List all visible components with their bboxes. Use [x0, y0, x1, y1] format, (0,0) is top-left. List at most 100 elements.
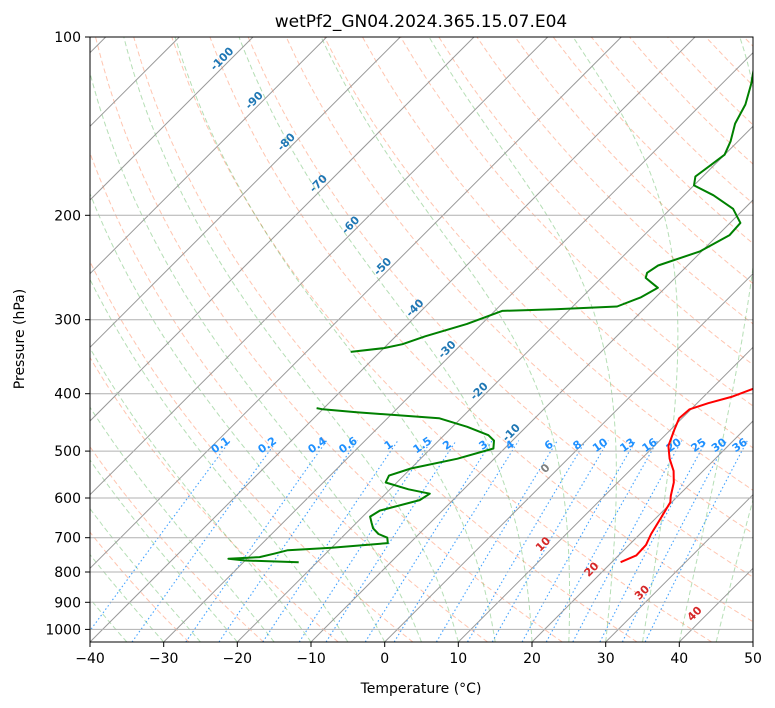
x-axis-label: Temperature (°C)	[360, 681, 482, 697]
isotherm-label: -20	[468, 379, 491, 402]
mixing-ratio-line	[131, 440, 278, 642]
mixing-ratio-line	[572, 440, 683, 642]
mixing-ratio-label: 36	[730, 435, 750, 455]
dry-adiabat	[743, 37, 753, 47]
dry-adiabat	[323, 37, 753, 491]
moist-adiabat	[123, 37, 459, 642]
y-axis-label: Pressure (hPa)	[12, 289, 28, 389]
y-tick-label: 800	[54, 565, 81, 581]
dry-adiabat	[95, 37, 563, 642]
mixing-ratio-label: 13	[617, 436, 637, 455]
profile-line	[227, 407, 495, 564]
x-tick-label: −30	[149, 651, 179, 667]
isotherm-line	[90, 37, 328, 275]
x-tick-label: −40	[75, 651, 105, 667]
x-tick-label: 0	[380, 651, 389, 667]
moist-adiabat-label: 20	[582, 559, 602, 579]
moist-adiabat	[715, 497, 753, 642]
mixing-ratio-line	[435, 440, 558, 642]
y-tick-label: 500	[54, 444, 81, 460]
dry-adiabat	[133, 37, 638, 642]
y-tick-label: 200	[54, 208, 81, 224]
plot-frame	[89, 36, 754, 643]
isotherm-line	[90, 37, 254, 201]
moist-adiabat	[174, 37, 496, 642]
x-tick-label: −20	[223, 651, 253, 667]
profile-line	[350, 67, 753, 353]
dry-adiabat	[90, 151, 488, 642]
mixing-ratio-label: 1.5	[411, 434, 434, 456]
mixing-ratio-line	[90, 440, 231, 632]
x-tick-label: 10	[449, 651, 467, 667]
mixing-ratio-label: 0.1	[209, 434, 232, 456]
mixing-ratio-line	[521, 440, 637, 642]
dry-adiabat	[247, 37, 753, 578]
dry-adiabat	[90, 445, 264, 642]
moist-adiabat	[238, 37, 533, 642]
dry-adiabat	[514, 37, 753, 285]
moist-adiabat-label: 0	[538, 461, 553, 476]
y-tick-label: 300	[54, 313, 81, 329]
x-tick-label: 30	[597, 651, 615, 667]
y-tick-label: 600	[54, 491, 81, 507]
isotherm-line	[90, 37, 622, 570]
isotherm-line	[384, 272, 753, 642]
mixing-ratio-line	[467, 440, 587, 642]
dry-adiabat	[90, 531, 190, 642]
mixing-ratio-label: 1	[382, 438, 396, 453]
series-lines	[227, 67, 753, 564]
x-tick-label: −10	[296, 651, 326, 667]
background-lines	[90, 37, 753, 642]
dry-adiabat	[590, 37, 753, 205]
dry-adiabat	[667, 37, 753, 126]
y-tick-label: 1000	[45, 622, 81, 638]
moist-adiabat	[752, 640, 753, 642]
isotherm-label: -80	[275, 130, 298, 153]
moist-adiabat	[90, 507, 201, 642]
moist-adiabat	[90, 406, 275, 642]
isotherm-line	[90, 37, 401, 349]
x-tick-label: 50	[744, 651, 762, 667]
mixing-ratio-label: 30	[709, 435, 729, 455]
profile-line	[620, 387, 753, 564]
mixing-ratio-label: 16	[640, 435, 660, 455]
moist-adiabat	[678, 37, 753, 642]
y-tick-label: 900	[54, 595, 81, 611]
moist-adiabat	[90, 278, 349, 642]
mixing-ratio-line	[393, 440, 520, 642]
dry-adiabat	[209, 37, 753, 623]
dry-adiabat	[285, 37, 753, 535]
mixing-ratio-line	[325, 440, 457, 642]
moist-adiabat	[90, 347, 312, 642]
mixing-ratio-label: 2	[440, 438, 454, 453]
mixing-ratio-label: 10	[590, 435, 610, 455]
moist-adiabat	[90, 459, 238, 642]
mixing-ratio-label: 0.6	[336, 434, 360, 456]
isotherm-label: -60	[339, 213, 362, 236]
isotherm-line	[90, 37, 475, 422]
y-tick-label: 400	[54, 387, 81, 403]
mixing-ratio-label: 8	[571, 438, 585, 453]
dry-adiabat	[705, 37, 753, 87]
isotherm-label: -70	[307, 172, 330, 195]
isotherm-line	[90, 37, 696, 642]
isotherm-line	[163, 51, 753, 642]
y-tick-label: 700	[54, 531, 81, 547]
mixing-ratio-line	[364, 440, 493, 642]
isotherm-line	[236, 125, 753, 642]
mixing-ratio-line	[262, 440, 399, 642]
isotherm-line	[457, 346, 753, 642]
moist-adiabat	[90, 70, 422, 642]
moist-adiabat	[428, 37, 617, 642]
isotherm-line	[90, 37, 549, 496]
mixing-ratio-label: 0.4	[306, 434, 330, 456]
dry-adiabat	[90, 260, 414, 642]
isotherm-label: -10	[500, 421, 523, 444]
mixing-ratio-label: 20	[664, 435, 684, 455]
mixing-ratio-line	[545, 440, 659, 642]
x-tick-label: 20	[523, 651, 541, 667]
dry-adiabat	[171, 37, 712, 642]
isotherm-line	[531, 420, 753, 642]
